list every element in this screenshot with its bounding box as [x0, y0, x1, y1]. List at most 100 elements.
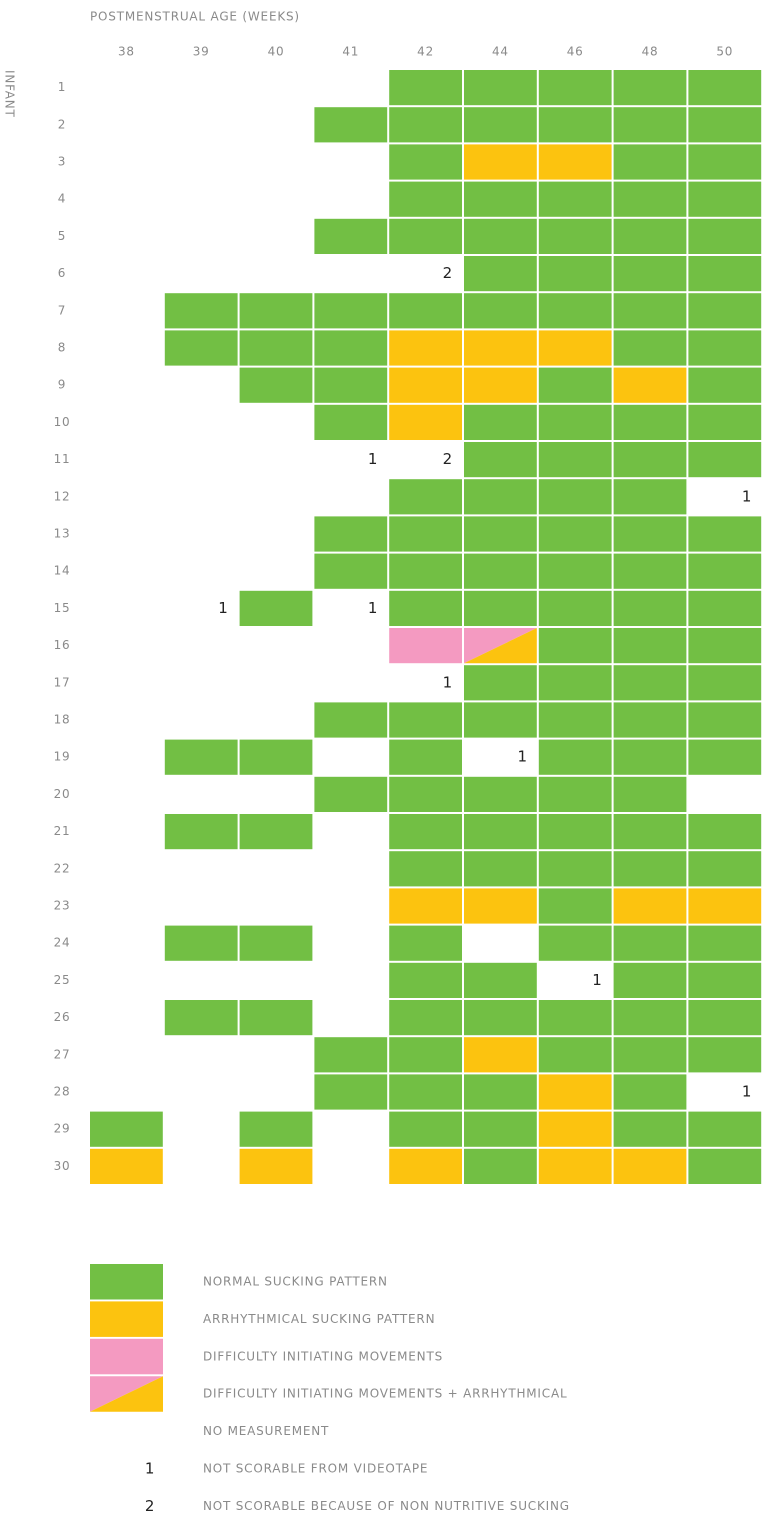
y-tick-label: 20 [54, 787, 71, 801]
cell [538, 144, 612, 180]
cell [464, 1111, 537, 1147]
cell [464, 851, 537, 887]
cell [464, 628, 537, 664]
cell [389, 553, 462, 589]
cell [538, 739, 612, 775]
y-tick-label: 18 [54, 713, 71, 727]
cell [314, 516, 388, 552]
cell [389, 144, 462, 180]
y-tick-label: 23 [54, 899, 71, 913]
cell [613, 1000, 687, 1036]
cell [314, 1037, 388, 1073]
legend-swatch [90, 1264, 163, 1300]
cell [688, 628, 762, 664]
cell [613, 851, 687, 887]
cell [688, 256, 762, 292]
cell [464, 404, 537, 440]
cell [389, 330, 462, 366]
cell [538, 814, 612, 850]
cell [314, 367, 388, 403]
cell [688, 888, 762, 924]
cell [538, 702, 612, 738]
cell [688, 144, 762, 180]
cell [613, 293, 687, 329]
cell [613, 181, 687, 217]
cell [389, 628, 462, 664]
cell [538, 181, 612, 217]
cell [164, 293, 238, 329]
cell [613, 256, 687, 292]
y-tick-label: 30 [54, 1159, 71, 1173]
cell [688, 218, 762, 254]
x-tick-label: 44 [492, 45, 509, 59]
cell [613, 590, 687, 626]
cell [464, 330, 537, 366]
cell [464, 293, 537, 329]
y-tick-label: 13 [54, 527, 71, 541]
cell [688, 516, 762, 552]
cell [613, 442, 687, 478]
y-tick-label: 10 [54, 415, 71, 429]
cell [538, 888, 612, 924]
cell [389, 1000, 462, 1036]
cell [389, 1074, 462, 1110]
cell [688, 293, 762, 329]
cell [464, 256, 537, 292]
legend-label: ARRHYTHMICAL SUCKING PATTERN [203, 1312, 435, 1326]
cell [464, 1037, 537, 1073]
cell [688, 739, 762, 775]
cell [389, 218, 462, 254]
x-axis-title: POSTMENSTRUAL AGE (WEEKS) [90, 10, 300, 24]
cell [688, 107, 762, 143]
cell [613, 1074, 687, 1110]
x-tick-label: 38 [118, 45, 135, 59]
cell [688, 367, 762, 403]
cell [239, 367, 313, 403]
legend-label: DIFFICULTY INITIATING MOVEMENTS [203, 1349, 443, 1363]
y-tick-label: 14 [54, 564, 71, 578]
cell [239, 925, 313, 961]
cell [688, 814, 762, 850]
y-tick-label: 8 [58, 341, 66, 355]
cell [239, 330, 313, 366]
cell [314, 776, 388, 812]
legend-label: DIFFICULTY INITIATING MOVEMENTS + ARRHYT… [203, 1387, 567, 1401]
cell [389, 702, 462, 738]
cell [688, 851, 762, 887]
y-tick-label: 24 [54, 936, 71, 950]
cell [688, 330, 762, 366]
cell [464, 888, 537, 924]
cell [164, 1000, 238, 1036]
cell [389, 851, 462, 887]
cell [239, 1000, 313, 1036]
legend-symbol: 2 [145, 1497, 155, 1515]
cell [688, 665, 762, 701]
y-tick-label: 27 [54, 1047, 71, 1061]
cell-symbol: 1 [368, 599, 378, 617]
cell [464, 218, 537, 254]
cell [613, 1148, 687, 1184]
cell [613, 553, 687, 589]
cell [688, 553, 762, 589]
cell [464, 70, 537, 106]
cell [613, 702, 687, 738]
cell [389, 367, 462, 403]
cell [613, 665, 687, 701]
cell [389, 962, 462, 998]
cell [389, 1037, 462, 1073]
y-tick-label: 19 [54, 750, 71, 764]
y-tick-label: 16 [54, 638, 71, 652]
cell [688, 925, 762, 961]
cell [613, 776, 687, 812]
cell [389, 70, 462, 106]
cell [613, 218, 687, 254]
cell [538, 1148, 612, 1184]
cell [389, 888, 462, 924]
cell [464, 665, 537, 701]
cell [389, 404, 462, 440]
cell [464, 144, 537, 180]
cell [538, 442, 612, 478]
legend-swatch [90, 1338, 163, 1375]
legend-label: NOT SCORABLE FROM VIDEOTAPE [203, 1462, 428, 1476]
